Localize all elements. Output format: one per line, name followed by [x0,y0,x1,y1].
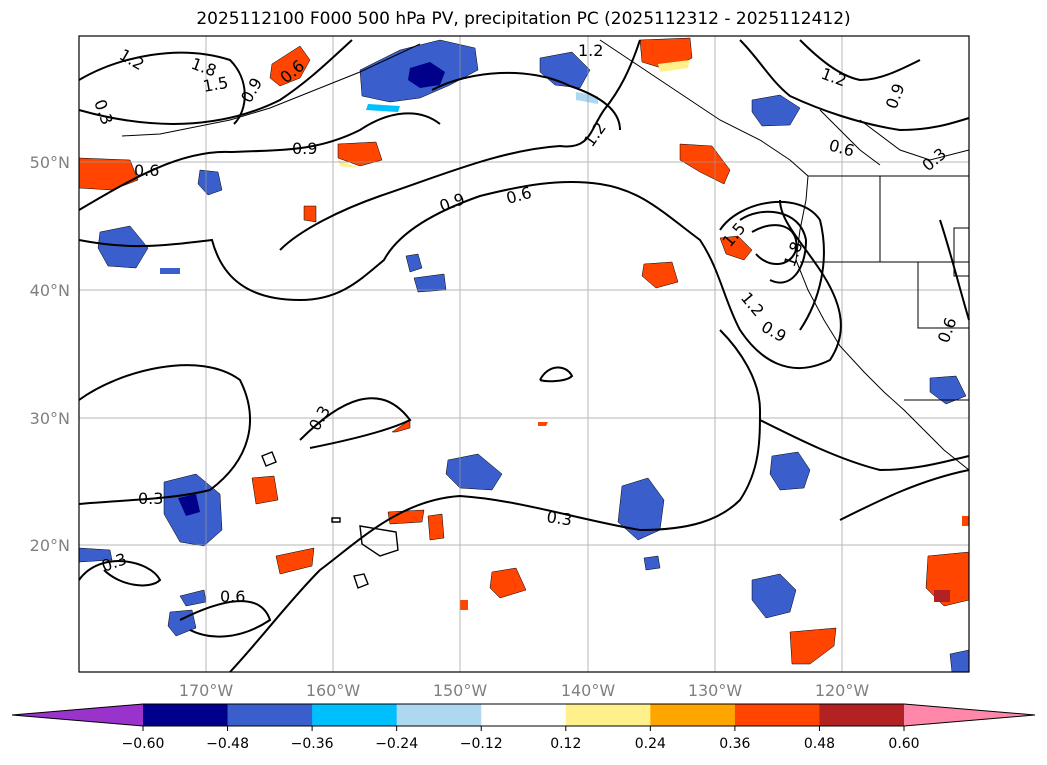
colorbar-tick-label: 0.12 [550,736,581,752]
lat-label: 30°N [30,409,70,428]
lon-label: 150°W [433,681,488,700]
map-title: 2025112100 F000 500 hPa PV, precipitatio… [196,9,851,29]
lon-label: 140°W [561,681,616,700]
colorbar-tick-label: −0.12 [460,736,503,752]
colorbar-segment [565,704,651,726]
colorbar-segment [143,704,229,726]
lat-label: 50°N [30,153,70,172]
colorbar-extend-min [12,704,143,726]
colorbar-segment [312,704,398,726]
colorbar-tick-label: −0.36 [291,736,334,752]
precip-shading [78,37,970,673]
lat-label: 20°N [30,536,70,555]
lon-label: 120°W [815,681,870,700]
coastlines [121,39,970,471]
contour-label: 0.3 [545,507,573,529]
map-plot-area [79,36,969,672]
colorbar-segment [734,704,820,726]
colorbar-segment [481,704,567,726]
contour-label: 0.3 [138,489,163,508]
pv-contours [78,39,970,673]
colorbar-tick-label: −0.60 [122,736,165,752]
colorbar-segment [819,704,905,726]
contour-label: 0.9 [292,139,317,158]
lon-label: 130°W [688,681,743,700]
lat-labels: 50°N 40°N 30°N 20°N [30,153,70,555]
colorbar-tick-label: 0.36 [719,736,750,752]
contour-label: 0.6 [134,161,159,180]
colorbar-tick-label: 0.48 [804,736,835,752]
colorbar-segment [650,704,736,726]
colorbar-segment [227,704,313,726]
colorbar-tick-label: 0.24 [635,736,666,752]
lon-label: 170°W [179,681,234,700]
colorbar-tick-label: −0.24 [375,736,418,752]
colorbar-tick-label: −0.48 [206,736,249,752]
colorbar-segment [396,704,482,726]
lon-labels: 170°W 160°W 150°W 140°W 130°W 120°W [179,681,870,700]
contour-label: 1.2 [578,41,603,60]
colorbar: −0.60 −0.48 −0.36 −0.24 −0.12 0.12 0.24 0.36 0.4… [11,703,1036,752]
islands [261,451,399,589]
map-frame [78,35,970,673]
contour-label: 0.6 [220,587,245,606]
contour-label: 1.5 [201,73,229,96]
lat-label: 40°N [30,281,70,300]
colorbar-extend-max [904,704,1035,726]
colorbar-tick-label: 0.60 [888,736,919,752]
lon-label: 160°W [306,681,361,700]
